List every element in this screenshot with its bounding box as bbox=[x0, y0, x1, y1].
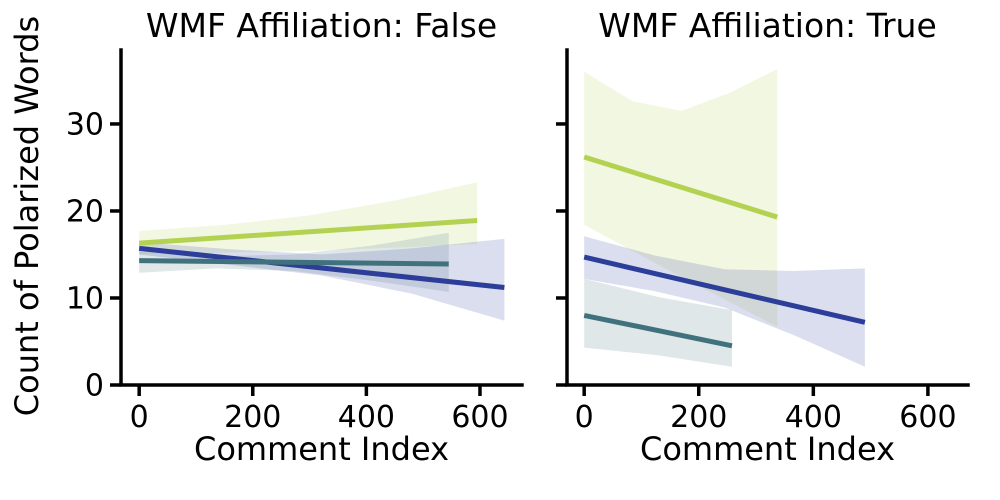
regression-line-teal-group bbox=[583, 312, 733, 349]
x-tick-label-right-0: 0 bbox=[575, 400, 594, 435]
x-axis-label-right: Comment Index bbox=[639, 430, 896, 468]
regression-line-teal-group bbox=[139, 258, 449, 267]
x-axis-label-left: Comment Index bbox=[193, 430, 450, 468]
y-axis-label: Count of Polarized Words bbox=[8, 15, 46, 417]
x-tick-label-left-0: 0 bbox=[130, 400, 149, 435]
regression-line-dark-blue-group bbox=[138, 245, 505, 291]
regression-line-yellow-green-group bbox=[583, 154, 778, 220]
regression-line-yellow-green-group bbox=[139, 218, 478, 246]
y-tick-label-10: 10 bbox=[66, 281, 104, 316]
y-tick-label-30: 30 bbox=[66, 107, 104, 142]
y-tick-label-20: 20 bbox=[66, 194, 104, 229]
x-tick-label-right-200: 200 bbox=[670, 400, 727, 435]
confidence-band-teal-group bbox=[584, 278, 732, 367]
panel-title-false: WMF Affiliation: False bbox=[145, 6, 498, 45]
x-tick-label-left-600: 600 bbox=[451, 400, 508, 435]
panel-title-true: WMF Affiliation: True bbox=[598, 6, 937, 45]
x-tick-label-right-600: 600 bbox=[899, 400, 956, 435]
confidence-band-yellow-green-group bbox=[584, 69, 778, 327]
x-tick-label-left-400: 400 bbox=[338, 400, 395, 435]
x-tick-label-right-400: 400 bbox=[785, 400, 842, 435]
regression-line-dark-blue-group bbox=[583, 254, 866, 325]
y-tick-label-0: 0 bbox=[85, 369, 104, 404]
x-tick-label-left-200: 200 bbox=[224, 400, 281, 435]
confidence-band-dark-blue-group bbox=[584, 236, 865, 367]
